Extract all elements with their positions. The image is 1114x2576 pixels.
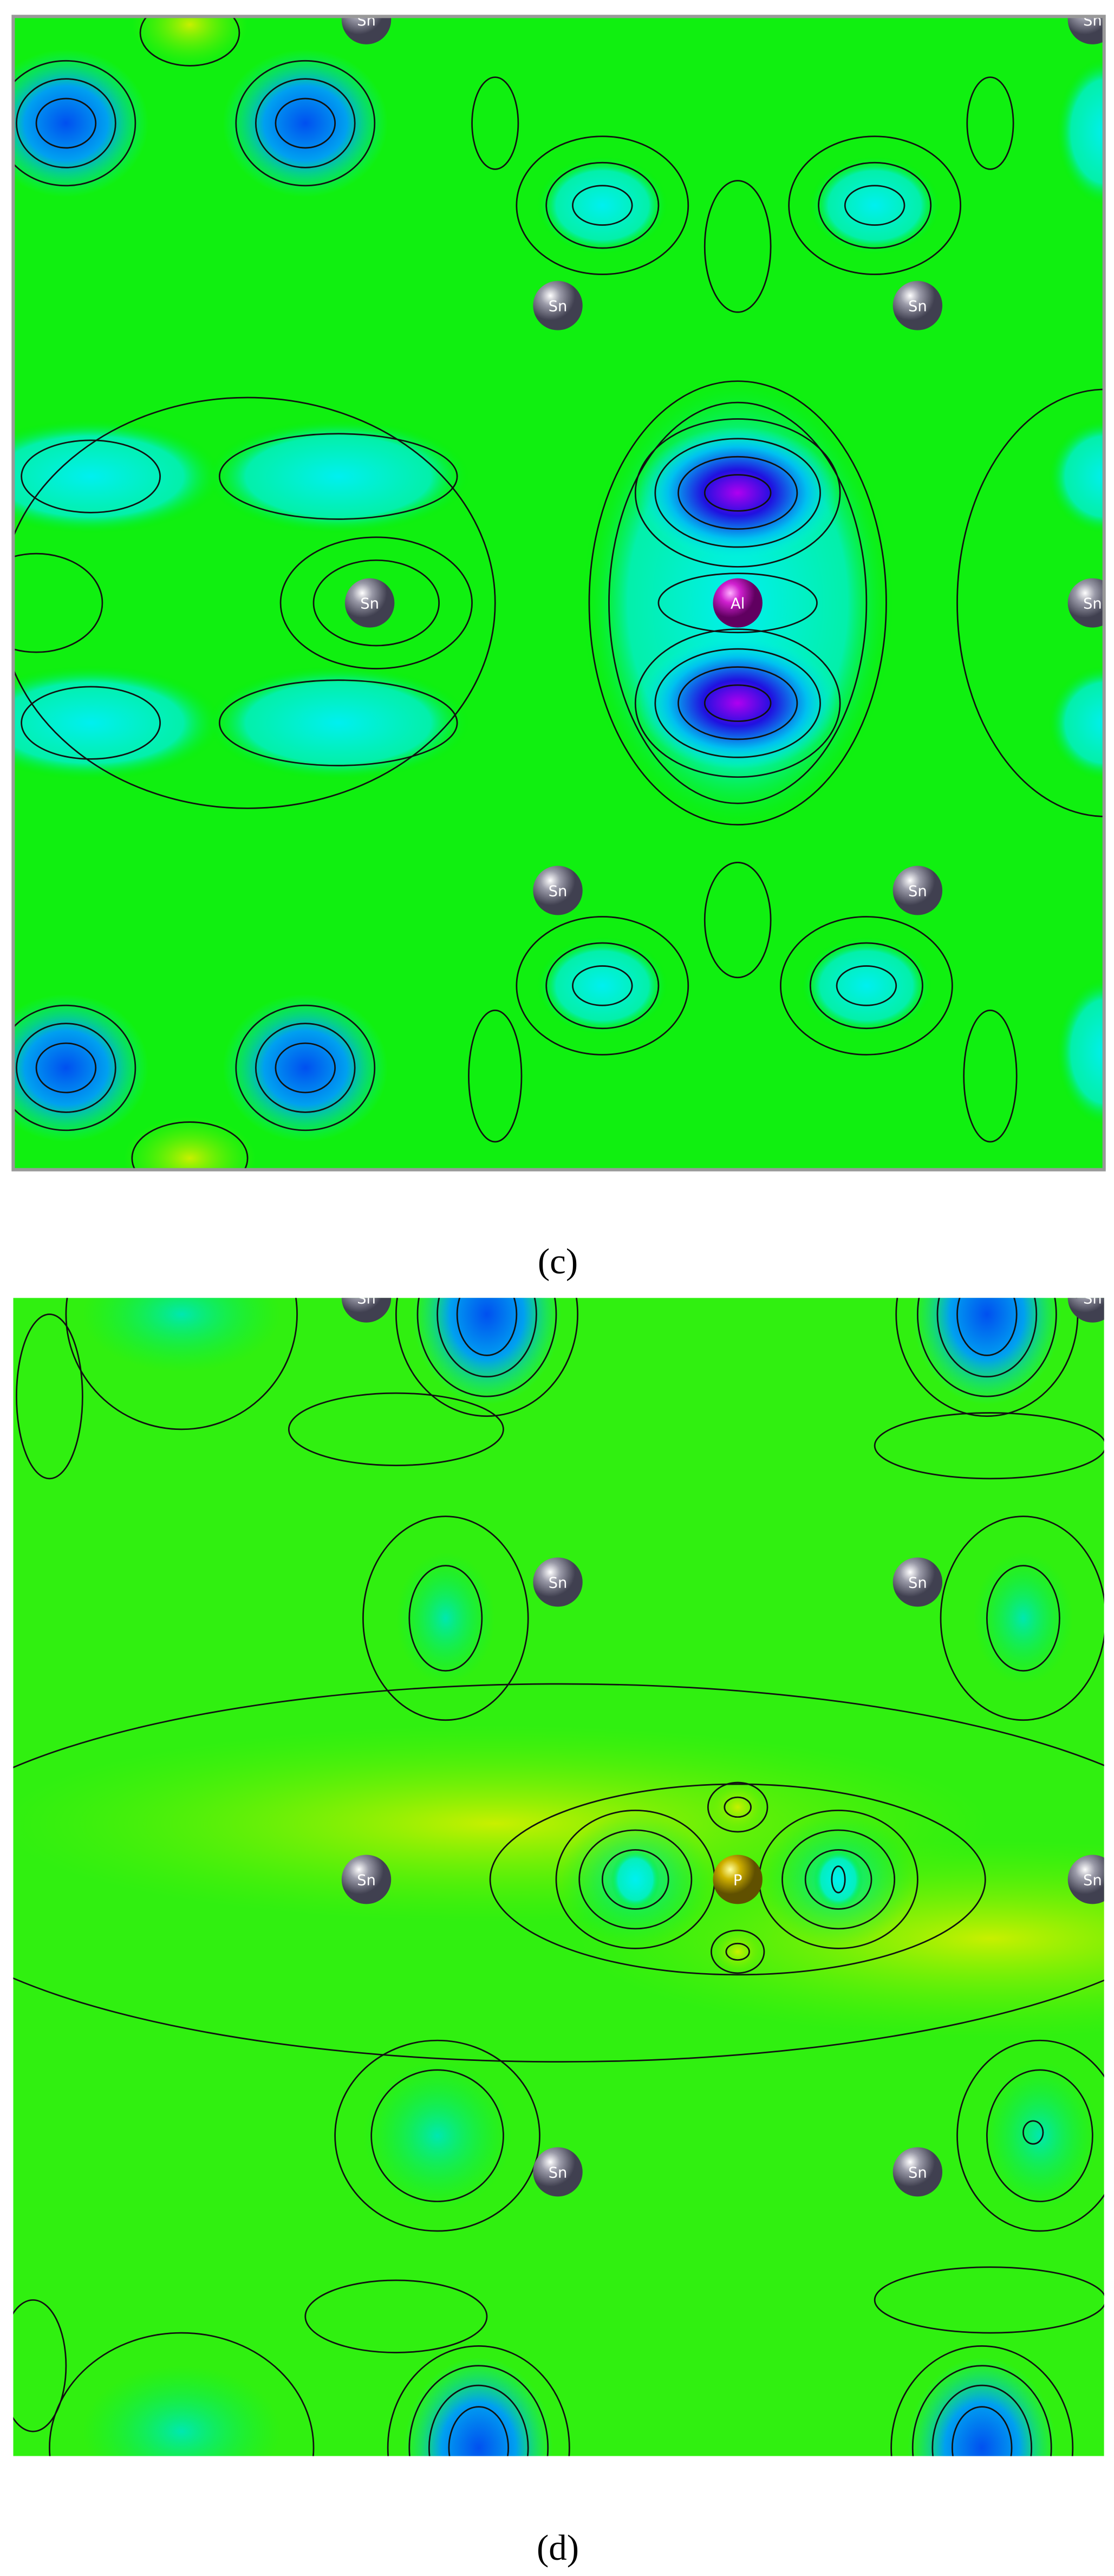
atom (892, 281, 943, 330)
contour-lines (13, 16, 1104, 1170)
atom-label: Sn (549, 1575, 568, 1592)
panel-frame (11, 15, 1106, 1172)
atom-label: P (733, 1872, 742, 1889)
contour-lines (13, 1298, 1104, 2456)
atom-label: Sn (549, 883, 568, 900)
atom (341, 16, 392, 44)
caption: (d) (537, 2528, 579, 2568)
atom-label: Sn (357, 12, 376, 29)
atom-label: Sn (908, 2164, 927, 2181)
atoms: Sn Sn Sn Sn Sn Sn Sn Sn Al (341, 12, 1104, 915)
atom-label: Sn (1083, 1291, 1102, 1307)
atom-label: Sn (1083, 596, 1102, 613)
atom (1067, 1298, 1104, 1323)
atom (1067, 578, 1104, 628)
atom-label: Sn (357, 1291, 376, 1307)
atom (892, 2147, 943, 2197)
atom (341, 1298, 392, 1323)
atom-label: Sn (908, 883, 927, 900)
atom (892, 1557, 943, 1607)
atom-label: Sn (549, 298, 568, 315)
atom-label: Sn (360, 596, 379, 613)
atom-label: Sn (908, 1575, 927, 1592)
atom-label: Sn (1083, 12, 1102, 29)
atom-label: Sn (1083, 1872, 1102, 1889)
atom (533, 1557, 583, 1607)
panel-c-map: Sn Sn Sn Sn Sn Sn Sn Sn Al (13, 12, 1104, 1170)
atom-label: Sn (357, 1872, 376, 1889)
panel-d-map: Sn Sn Sn Sn Sn Sn Sn Sn P (13, 1291, 1104, 2456)
atom-label: Sn (908, 298, 927, 315)
caption: (c) (538, 1241, 578, 1282)
atom (713, 1855, 763, 1904)
atom (344, 578, 395, 628)
atom (1067, 16, 1104, 44)
atom-label: Sn (549, 2164, 568, 2181)
atom (341, 1855, 392, 1904)
atom (533, 281, 583, 330)
atom (533, 866, 583, 915)
atom (533, 2147, 583, 2197)
atom-label: Al (731, 596, 745, 613)
atom (1067, 1855, 1104, 1904)
atom (713, 578, 763, 628)
atom (892, 866, 943, 915)
atoms: Sn Sn Sn Sn Sn Sn Sn Sn P (341, 1291, 1104, 2197)
